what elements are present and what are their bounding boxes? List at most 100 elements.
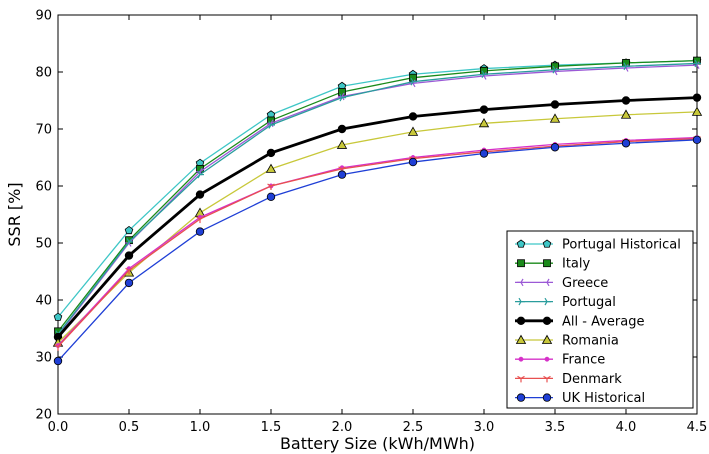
y-axis: 20 30 40 50 60 70 80 90 <box>35 9 697 423</box>
series-line <box>57 62 698 335</box>
legend-item: UK Historical <box>515 391 645 406</box>
data-point <box>126 238 133 246</box>
series-line <box>57 138 698 348</box>
legend-label: All - Average <box>562 314 644 329</box>
data-point <box>550 143 560 152</box>
legend: Portugal Historical Italy Greece Portugal Al… <box>506 230 694 409</box>
series-8 <box>53 135 702 366</box>
legend-item: Italy <box>515 257 591 272</box>
data-point <box>407 126 419 136</box>
data-point <box>481 70 488 79</box>
x-axis-label: Battery Size (kWh/MWh) <box>280 434 475 453</box>
legend-marker <box>544 297 551 306</box>
y-tick-label: 30 <box>35 351 52 366</box>
legend-marker <box>518 297 525 306</box>
series-line <box>57 136 698 347</box>
legend-marker <box>544 356 550 362</box>
data-point <box>267 183 275 190</box>
x-tick-label: 4.5 <box>687 420 708 435</box>
x-tick-label: 2.5 <box>403 420 424 435</box>
legend-marker <box>517 375 525 383</box>
x-tick-label: 3.5 <box>545 420 566 435</box>
legend-label: Romania <box>562 334 619 349</box>
legend-item: Portugal <box>515 295 616 310</box>
legend-label: UK Historical <box>562 391 645 406</box>
data-point <box>196 216 204 224</box>
data-point <box>410 77 417 86</box>
y-axis-label: SSR [%] <box>5 182 24 246</box>
data-point <box>549 113 561 123</box>
data-point <box>124 278 134 288</box>
y-tick-label: 90 <box>35 9 52 24</box>
legend-label: Italy <box>562 257 591 272</box>
legend-marker <box>516 393 526 402</box>
series-line <box>57 59 698 332</box>
legend-marker <box>543 259 551 268</box>
x-tick-label: 1.0 <box>190 420 211 435</box>
legend-label: Portugal Historical <box>562 238 681 253</box>
data-point <box>408 112 418 121</box>
data-point <box>479 149 489 158</box>
x-tick-label: 4.0 <box>616 420 637 435</box>
data-point <box>623 62 630 71</box>
legend-item: France <box>515 353 605 368</box>
data-point <box>125 267 133 275</box>
data-point <box>694 59 701 68</box>
data-point <box>620 109 632 119</box>
legend-marker <box>518 356 524 362</box>
data-point <box>195 227 205 236</box>
x-tick-label: 2.0 <box>332 420 353 435</box>
x-tick-label: 3.0 <box>474 420 495 435</box>
legend-marker <box>517 259 525 268</box>
x-tick-label: 0.0 <box>48 420 69 435</box>
series-4 <box>53 93 702 342</box>
data-point <box>53 356 63 366</box>
legend-label: Greece <box>562 276 608 291</box>
legend-marker <box>543 278 550 287</box>
data-point <box>408 157 418 167</box>
data-point <box>124 225 134 235</box>
legend-marker <box>516 239 526 248</box>
y-tick-label: 20 <box>35 408 52 423</box>
legend-marker <box>543 375 551 383</box>
legend-item: Denmark <box>515 372 622 387</box>
data-point <box>691 106 703 116</box>
data-point <box>621 139 631 148</box>
data-point <box>195 190 205 199</box>
y-tick-label: 40 <box>35 294 52 309</box>
data-point <box>337 170 347 179</box>
data-point <box>197 170 204 179</box>
legend-item: Portugal Historical <box>515 238 681 253</box>
legend-marker <box>517 278 524 287</box>
data-point <box>692 93 702 102</box>
data-point <box>552 65 559 74</box>
data-point <box>479 105 489 114</box>
legend-label: Denmark <box>562 372 622 387</box>
x-tick-label: 0.5 <box>119 420 140 435</box>
y-tick-label: 60 <box>35 180 52 195</box>
data-point <box>53 312 63 321</box>
data-point <box>550 100 560 109</box>
legend-item: Greece <box>515 276 608 291</box>
legend-item: Romania <box>515 334 619 349</box>
legend-item: All - Average <box>515 314 644 329</box>
data-point <box>336 139 348 149</box>
data-point <box>478 117 490 128</box>
data-point <box>124 251 134 260</box>
data-point <box>621 96 631 105</box>
y-tick-label: 50 <box>35 237 52 252</box>
y-tick-label: 70 <box>35 123 52 138</box>
legend-marker <box>542 316 552 325</box>
data-point <box>339 93 346 102</box>
legend-label: France <box>562 353 605 368</box>
data-point <box>409 73 417 82</box>
series-line <box>56 96 698 338</box>
legend-marker <box>516 316 526 325</box>
x-tick-label: 1.5 <box>261 420 282 435</box>
data-point <box>54 344 62 351</box>
data-point <box>266 148 276 158</box>
legend-marker <box>542 393 552 402</box>
data-point <box>338 88 346 96</box>
series-line <box>57 139 698 362</box>
